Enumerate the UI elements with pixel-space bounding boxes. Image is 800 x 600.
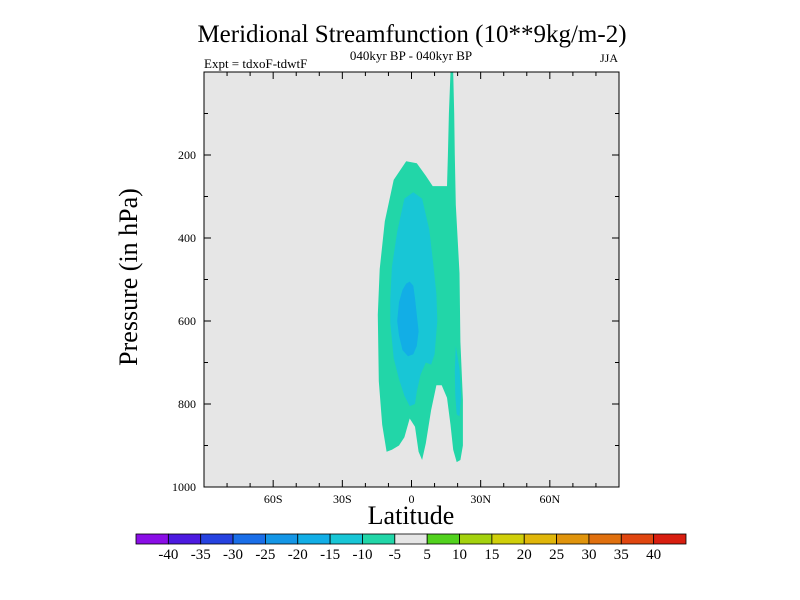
contour-region-4	[454, 345, 462, 417]
colorbar-level-label: 35	[614, 547, 629, 563]
colorbar-box	[653, 533, 687, 545]
colorbar-box	[265, 533, 299, 545]
colorbar-level-label: -20	[288, 547, 308, 563]
colorbar-level-label: -15	[320, 547, 340, 563]
colorbar-level-label: 10	[452, 547, 467, 563]
x-tick-label: 60N	[539, 492, 560, 506]
colorbar-level-label: 25	[549, 547, 564, 563]
colorbar-level-label: 15	[484, 547, 499, 563]
subtitle-right-season: JJA	[600, 51, 618, 65]
colorbar-box	[523, 533, 557, 545]
axis-ticks: 60S 30S 0 30N 60N 200 400 600 800 1000	[172, 72, 620, 506]
colorbar-level-label: 5	[423, 547, 431, 563]
colorbar-box	[362, 533, 396, 545]
colorbar-box	[620, 533, 655, 545]
y-tick-label: 200	[178, 148, 196, 162]
colorbar-level-label: 40	[646, 547, 661, 563]
x-tick-label: 60S	[264, 492, 283, 506]
colorbar-labels: -40 -35 -30 -25 -20 -15 -10 -5 5 10 15 20 25 30 35 40	[158, 547, 661, 563]
contour-fills	[377, 72, 463, 463]
x-tick-label: 30S	[333, 492, 352, 506]
colorbar-box	[426, 533, 460, 545]
colorbar-level-label: -35	[191, 547, 211, 563]
colorbar-level-label: -5	[389, 547, 402, 563]
plot-area: 60S 30S 0 30N 60N 200 400 600 800 1000	[172, 71, 620, 506]
x-axis-label: Latitude	[368, 501, 455, 530]
colorbar-box	[200, 533, 234, 545]
colorbar-box	[297, 533, 331, 545]
y-tick-label: 600	[178, 314, 196, 328]
subtitle-center: 040kyr BP - 040kyr BP	[350, 48, 472, 63]
contour-region-3	[397, 281, 419, 357]
colorbar-box	[459, 533, 493, 545]
colorbar-box	[556, 533, 590, 545]
chart-title: Meridional Streamfunction (10**9kg/m-2)	[197, 21, 626, 48]
colorbar-level-label: -25	[255, 547, 275, 563]
x-tick-label: 0	[409, 492, 415, 506]
y-tick-label: 800	[178, 397, 196, 411]
colorbar-level-label: 30	[581, 547, 596, 563]
y-axis-label: Pressure (in hPa)	[114, 188, 143, 366]
colorbar-level-label: 20	[517, 547, 532, 563]
colorbar-box	[329, 533, 363, 545]
colorbar-box	[588, 533, 622, 545]
y-tick-label: 400	[178, 231, 196, 245]
colorbar: -40 -35 -30 -25 -20 -15 -10 -5 5 10 15 20 25 30 35 40	[135, 533, 687, 563]
x-tick-label: 30N	[470, 492, 491, 506]
subtitle-left: Expt = tdxoF-tdwtF	[204, 56, 307, 71]
y-tick-label: 1000	[172, 480, 196, 494]
colorbar-box	[135, 533, 169, 545]
colorbar-level-label: -40	[158, 547, 178, 563]
colorbar-level-label: -30	[223, 547, 243, 563]
colorbar-box	[167, 533, 202, 545]
colorbar-box	[232, 533, 266, 545]
colorbar-box	[394, 533, 428, 545]
colorbar-box	[491, 533, 525, 545]
colorbar-level-label: -10	[352, 547, 372, 563]
colorbar-boxes	[135, 533, 687, 545]
